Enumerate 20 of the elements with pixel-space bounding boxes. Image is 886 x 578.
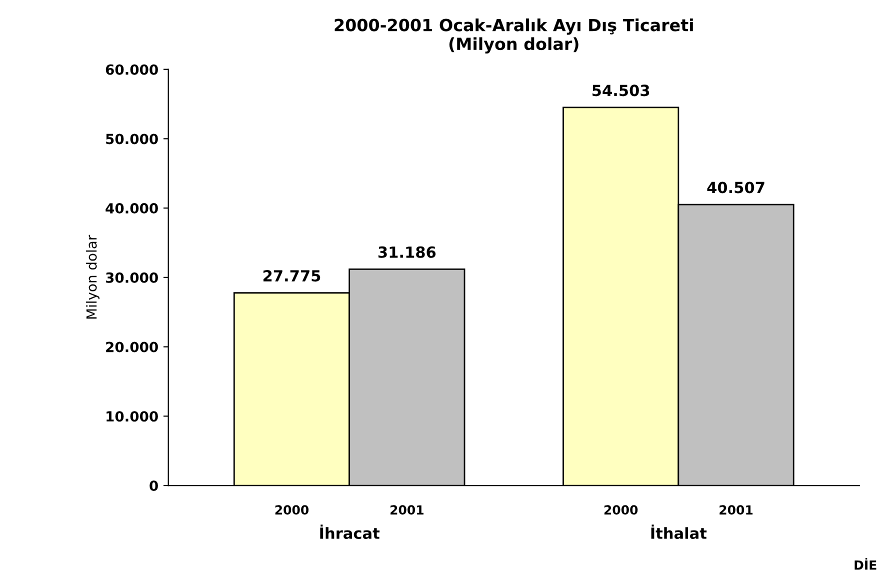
text: 2000 xyxy=(604,505,638,515)
chart-title: 2000-2001 Ocak-Aralık Ayı Dış Ticareti (Milyon dolar) xyxy=(334,18,693,54)
data-label: 54.503 xyxy=(592,84,650,96)
y-tick-label: 10.000 xyxy=(106,411,158,422)
y-tick-label: 0 xyxy=(150,480,158,491)
y-tick-label: 30.000 xyxy=(106,272,158,283)
x-tick-label: İthalat xyxy=(651,524,707,540)
text: 2001 xyxy=(720,505,753,515)
series-label: 2001 xyxy=(390,505,424,515)
x-tick-label: İhracat xyxy=(320,524,380,540)
y-axis-title: Milyon dolar xyxy=(86,234,100,319)
y-tick-label: 40.000 xyxy=(106,203,158,214)
y-tick-label: 20.000 xyxy=(106,342,158,352)
data-label: 40.507 xyxy=(707,182,764,194)
data-label: 31.186 xyxy=(378,246,436,258)
y-tick-label: 60.000 xyxy=(106,64,158,75)
data-label: 27.775 xyxy=(263,270,320,282)
y-tick-label: 50.000 xyxy=(106,134,158,144)
text: DİE xyxy=(854,558,876,570)
series-label: 2000 xyxy=(275,505,309,515)
